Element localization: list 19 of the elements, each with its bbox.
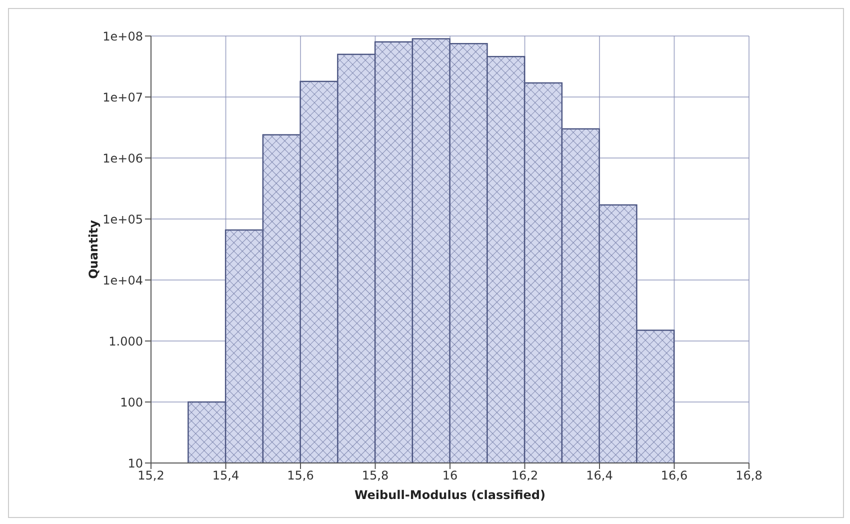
- x-tick-label: 16: [442, 468, 458, 483]
- y-tick-label: 1e+04: [102, 273, 143, 288]
- x-axis-title: Weibull-Modulus (classified): [354, 488, 546, 502]
- x-tick-label: 16,6: [660, 468, 688, 483]
- y-tick-label: 1e+08: [102, 29, 143, 44]
- x-tick-label: 15,4: [212, 468, 240, 483]
- x-tick-label: 15,2: [138, 468, 164, 483]
- x-tick-label: 16,2: [511, 468, 538, 483]
- x-tick-label: 16,4: [586, 468, 613, 483]
- x-tick-label: 16,8: [736, 468, 762, 483]
- y-tick-label: 1e+07: [102, 90, 143, 104]
- y-axis-title: Quantity: [86, 220, 100, 279]
- x-tick-label: 15,6: [287, 468, 314, 483]
- y-tick-label: 10: [128, 456, 143, 470]
- y-tick-label: 100: [120, 395, 143, 410]
- y-tick-label: 1e+06: [102, 151, 143, 166]
- x-tick-label: 15,8: [362, 468, 389, 483]
- y-tick-label: 1e+05: [102, 212, 143, 226]
- y-tick-label: 1.000: [108, 334, 143, 348]
